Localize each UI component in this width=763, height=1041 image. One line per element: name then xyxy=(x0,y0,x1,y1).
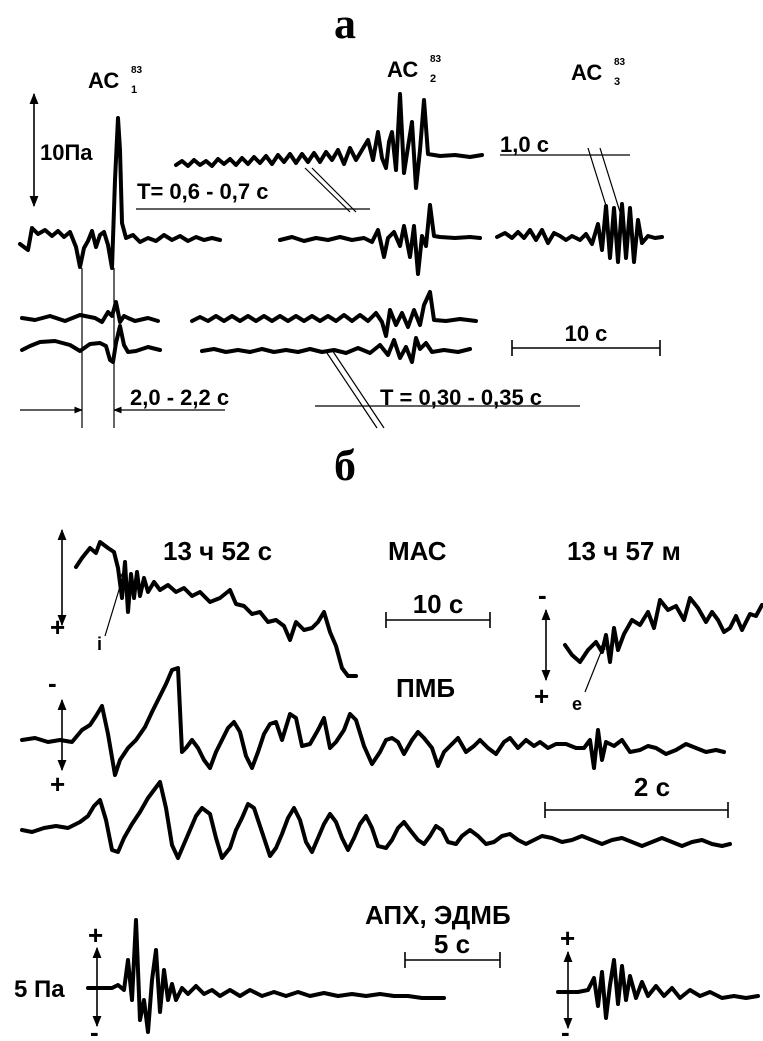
scale-aph-label: 5 с xyxy=(434,929,470,959)
panel-a-letter: а xyxy=(334,0,356,48)
aph-left-minus: - xyxy=(90,1017,99,1041)
mac-label: МАС xyxy=(388,536,447,566)
ac2-superscript: 83 xyxy=(430,54,442,65)
interval-2-label: 2,0 - 2,2 с xyxy=(130,385,229,410)
mac-left-trace xyxy=(74,540,358,678)
pmb-minus: - xyxy=(48,668,57,698)
interval-1-label: 1,0 с xyxy=(500,132,549,157)
pressure-scale-label-a: 10Па xyxy=(40,140,93,165)
period-1-tick-a xyxy=(304,167,351,213)
ac3-superscript: 83 xyxy=(614,57,626,68)
ac2-trace-1 xyxy=(174,92,484,190)
mac-right-trace xyxy=(563,596,763,664)
ac3-trace xyxy=(495,202,664,264)
ac1-trace-3 xyxy=(20,324,162,364)
mac-right-minus: - xyxy=(538,580,547,610)
period-1-tick-b xyxy=(311,167,357,213)
scale-pmb-label: 2 с xyxy=(634,772,670,802)
marker-i-arrow xyxy=(104,569,127,637)
time-scale-a-label: 10 с xyxy=(565,321,608,346)
ac1-label: АС xyxy=(88,68,119,93)
period-2-label: T = 0,30 - 0,35 с xyxy=(380,385,542,410)
interval-1-tick-a xyxy=(587,147,609,213)
interval-1-tick-b xyxy=(599,147,621,213)
period-1-label: T= 0,6 - 0,7 с xyxy=(137,179,268,204)
ac1-trace-2 xyxy=(20,300,160,324)
aph-label: АПХ, ЭДМБ xyxy=(365,900,511,930)
ac2-trace-3 xyxy=(190,290,478,338)
ac1-subscript: 1 xyxy=(131,84,137,96)
scale-mac-label: 10 с xyxy=(413,589,464,619)
marker-i-label: i xyxy=(97,634,102,654)
pmb-plus: + xyxy=(50,769,65,799)
period-2-tick-b xyxy=(331,349,385,429)
mac-left-plus: + xyxy=(50,612,65,642)
time-right-label: 13 ч 57 м xyxy=(567,536,681,566)
pmb-trace-2 xyxy=(20,780,732,860)
ac2-trace-2 xyxy=(278,203,482,276)
ac3-subscript: 3 xyxy=(614,76,620,88)
ac1-superscript: 83 xyxy=(131,65,143,76)
ac1-trace-1 xyxy=(18,116,222,270)
marker-e-arrow xyxy=(584,641,606,693)
ac3-label: АС xyxy=(571,60,602,85)
pressure-scale-label-b: 5 Па xyxy=(14,976,65,1003)
period-2-tick-a xyxy=(324,349,378,429)
ac2-subscript: 2 xyxy=(430,73,436,85)
mac-right-plus: + xyxy=(534,681,549,711)
panel-b-letter: б xyxy=(334,441,356,490)
aph-left-trace xyxy=(86,918,446,1034)
aph-right-trace xyxy=(556,958,760,1020)
aph-right-minus: - xyxy=(561,1017,570,1041)
aph-right-plus: + xyxy=(560,923,575,953)
time-left-label: 13 ч 52 с xyxy=(163,536,272,566)
pmb-label: ПМБ xyxy=(396,673,455,703)
ac2-trace-4 xyxy=(200,336,472,364)
pmb-trace-1 xyxy=(20,666,726,777)
aph-left-plus: + xyxy=(88,920,103,950)
ac2-label: АС xyxy=(387,57,418,82)
marker-e-label: e xyxy=(572,694,582,714)
